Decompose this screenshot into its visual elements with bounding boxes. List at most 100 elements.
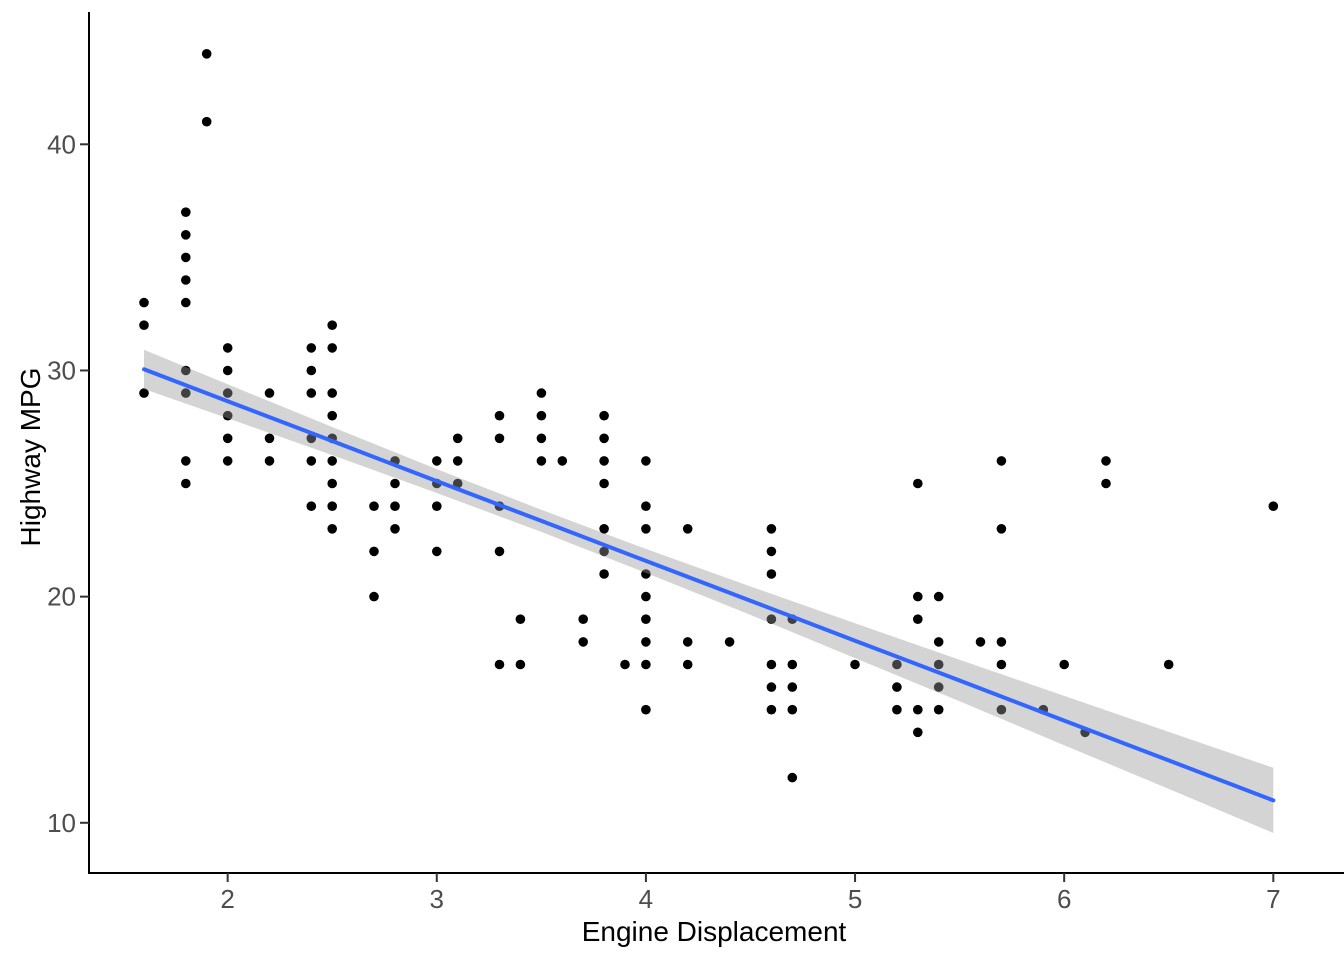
data-point (139, 297, 149, 308)
data-point (306, 388, 317, 398)
data-point (892, 659, 902, 670)
data-point (327, 410, 338, 421)
data-point (390, 501, 400, 512)
data-point (766, 682, 777, 692)
data-point (682, 524, 693, 534)
data-point (682, 659, 693, 670)
data-point (452, 456, 463, 466)
data-point (536, 410, 547, 421)
x-tick-label: 7 (1266, 884, 1280, 914)
data-point (181, 478, 191, 489)
data-point (222, 365, 233, 376)
data-point (599, 456, 609, 466)
confidence-ribbon (144, 349, 1274, 833)
data-point (641, 569, 651, 579)
data-point (181, 230, 191, 240)
data-point (1059, 659, 1069, 670)
data-point (599, 569, 609, 579)
data-point (850, 659, 860, 670)
data-point (641, 524, 651, 534)
data-point (599, 433, 609, 444)
x-tick-label: 6 (1057, 884, 1071, 914)
data-point (892, 682, 902, 692)
data-point (787, 659, 798, 670)
data-point (766, 614, 777, 624)
data-point (933, 637, 944, 647)
data-point (327, 343, 338, 353)
data-point (557, 456, 568, 466)
data-point (787, 772, 798, 783)
data-point (933, 704, 944, 715)
x-tick-label: 2 (220, 884, 234, 914)
data-point (139, 320, 149, 331)
data-point (515, 659, 526, 670)
regression-line (142, 367, 1276, 803)
data-point (369, 591, 379, 602)
data-point (913, 704, 923, 715)
data-point (494, 546, 505, 557)
data-point (222, 410, 233, 421)
data-point (641, 704, 651, 715)
data-point (327, 456, 338, 466)
data-point (913, 478, 923, 489)
data-point (181, 207, 191, 217)
data-point (766, 704, 777, 715)
data-point (432, 456, 442, 466)
data-point (306, 456, 317, 466)
data-point (306, 501, 317, 512)
data-point (1163, 659, 1174, 670)
x-tick-label: 3 (430, 884, 444, 914)
data-point (327, 524, 338, 534)
data-point (599, 410, 609, 421)
data-point (327, 478, 338, 489)
data-point (515, 614, 526, 624)
data-point (996, 637, 1007, 647)
y-tick-label: 40 (47, 129, 76, 159)
data-point (913, 727, 923, 738)
data-point (933, 591, 944, 602)
data-point (892, 704, 902, 715)
data-point (787, 682, 798, 692)
data-point (390, 524, 400, 534)
data-point (641, 456, 651, 466)
data-point (494, 659, 505, 670)
data-point (641, 614, 651, 624)
data-point (201, 116, 212, 127)
data-point (996, 456, 1007, 466)
x-tick-label: 5 (848, 884, 862, 914)
data-point (975, 637, 986, 647)
data-point (264, 456, 275, 466)
data-point (306, 365, 317, 376)
data-point (766, 569, 777, 579)
data-point (787, 704, 798, 715)
y-axis-title: Highway MPG (15, 368, 46, 547)
plot-layers: 2 3 4 5 6 7 10 20 30 40 (47, 12, 1344, 914)
data-point (201, 49, 212, 59)
data-point (578, 614, 588, 624)
data-point (222, 388, 233, 398)
data-point (181, 252, 191, 263)
data-point (327, 501, 338, 512)
data-point (766, 659, 777, 670)
data-point (766, 546, 777, 557)
data-point (620, 659, 630, 670)
data-point (222, 456, 233, 466)
data-point (452, 433, 463, 444)
data-point (181, 388, 191, 398)
data-point (536, 388, 547, 398)
data-point (536, 456, 547, 466)
y-tick-label: 20 (47, 582, 76, 612)
data-point (682, 637, 693, 647)
x-axis-title: Engine Displacement (582, 916, 847, 947)
data-point (913, 591, 923, 602)
data-point (766, 524, 777, 534)
data-point (599, 478, 609, 489)
data-point (599, 546, 609, 557)
data-point (264, 433, 275, 444)
data-point (369, 501, 379, 512)
data-point (432, 501, 442, 512)
data-point (369, 546, 379, 557)
data-point (139, 388, 149, 398)
